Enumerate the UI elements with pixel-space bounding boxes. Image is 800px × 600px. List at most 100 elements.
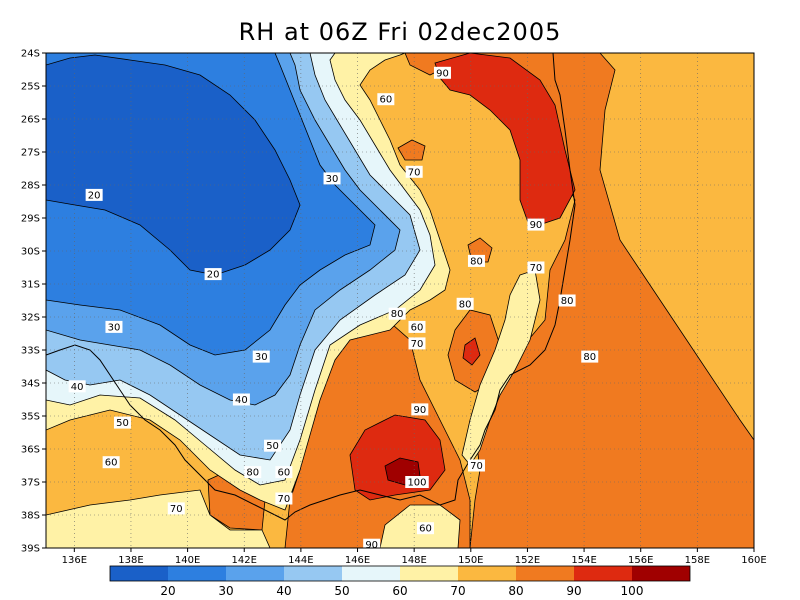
band-60-70-coastal-strip [461,269,541,466]
contour-label: 80 [561,296,574,307]
contour-label-bg [102,456,120,469]
contour-label-bg [275,492,293,505]
colorbar-swatch [342,566,400,581]
contour-label-bg [558,294,576,307]
contour-label-bg [204,268,222,281]
colorbar-label: 40 [276,584,291,598]
contour-label: 60 [419,524,432,535]
longitude-ticks: 136E 138E 140E 142E 144E 146E 148E 150E 152E 154E… [62,548,767,566]
x-tick-label: 142E [232,555,257,566]
contour-label-bg [408,337,426,350]
colorbar-label: 20 [160,584,175,598]
y-tick-label: 30S [21,247,40,258]
colorbar-swatch [226,566,284,581]
x-tick-label: 140E [175,555,200,566]
colorbar-label: 30 [218,584,233,598]
colorbar-swatch [168,566,226,581]
map-title: RH at 06Z Fri 02dec2005 [238,18,562,46]
contour-label: 90 [413,405,426,416]
band-10-20 [46,54,301,276]
contour-label: 90 [436,68,449,79]
plot-frame [45,52,755,549]
band-80-90-small [397,139,426,161]
y-tick-label: 33S [21,346,40,357]
contour-label: 30 [326,174,339,185]
y-tick-label: 25S [21,82,40,93]
coastline [46,53,576,521]
x-tick-label: 144E [288,555,313,566]
contour-label-bg [232,393,250,406]
contour-label: 60 [411,322,424,333]
contour-label-bg [113,416,131,429]
y-tick-label: 36S [21,445,40,456]
contour-label: 100 [407,478,426,489]
contour-label: 70 [408,167,421,178]
contour-label: 80 [583,352,596,363]
x-tick-label: 148E [401,555,426,566]
colorbar-swatch [284,566,342,581]
rh-filled-contours [46,53,754,548]
y-tick-label: 32S [21,313,40,324]
contour-label: 60 [105,458,118,469]
contour-label: 20 [88,190,101,201]
y-tick-label: 29S [21,214,40,225]
contour-label: 70 [411,339,424,350]
colorbar: 20 30 40 50 60 70 80 90 100 [109,565,691,598]
contour-label: 40 [235,395,248,406]
y-tick-label: 31S [21,280,40,291]
colorbar-label: 70 [450,584,465,598]
contour-label: 70 [530,263,543,274]
x-tick-label: 150E [458,555,483,566]
colorbar-label: 90 [566,584,581,598]
contour-label-bg [411,403,429,416]
contour-label-bg [433,66,451,79]
contour-label-bg [527,218,545,231]
contour-label-bg [85,188,103,201]
contour-label-bg [68,380,86,393]
contour-label: 30 [108,322,121,333]
x-tick-label: 136E [62,555,87,566]
contour-label: 30 [255,352,268,363]
contour-label-bg [252,350,270,363]
contour-label: 50 [116,418,129,429]
contour-label-bg [275,466,293,479]
y-tick-label: 28S [21,181,40,192]
x-tick-label: 138E [118,555,143,566]
colorbar-swatch [110,566,168,581]
x-tick-label: 154E [571,555,596,566]
contour-label-bg [244,466,262,479]
contour-label-bg [467,254,485,267]
colorbar-swatch [574,566,632,581]
contour-label-bg [167,502,185,515]
contour-label-bg [388,307,406,320]
colorbar-label: 60 [392,584,407,598]
contour-label-bg [377,93,395,106]
contour-label-bg [405,165,423,178]
y-tick-label: 26S [21,115,40,126]
contour-label: 90 [365,540,378,551]
contour-label: 60 [278,468,291,479]
colorbar-frame [109,565,691,582]
contour-label: 70 [278,494,291,505]
contour-label-bg [323,172,341,185]
contour-label-bg [105,320,123,333]
contour-label: 80 [470,256,483,267]
contour-label: 80 [391,309,404,320]
contour-label: 80 [459,299,472,310]
contour-label: 60 [379,95,392,106]
contour-label-bg [467,459,485,472]
colorbar-swatch [516,566,574,581]
colorbar-swatch [458,566,516,581]
colorbar-label: 80 [508,584,523,598]
y-tick-label: 35S [21,412,40,423]
contour-label-bg [581,350,599,363]
y-tick-label: 24S [21,49,40,60]
contour-label: 90 [530,220,543,231]
contour-label-bg [456,297,474,310]
contour-label: 20 [207,270,220,281]
contour-label-bg [416,522,434,535]
band-90-100-small [462,337,481,366]
x-tick-label: 146E [345,555,370,566]
contour-label-bg [408,320,426,333]
